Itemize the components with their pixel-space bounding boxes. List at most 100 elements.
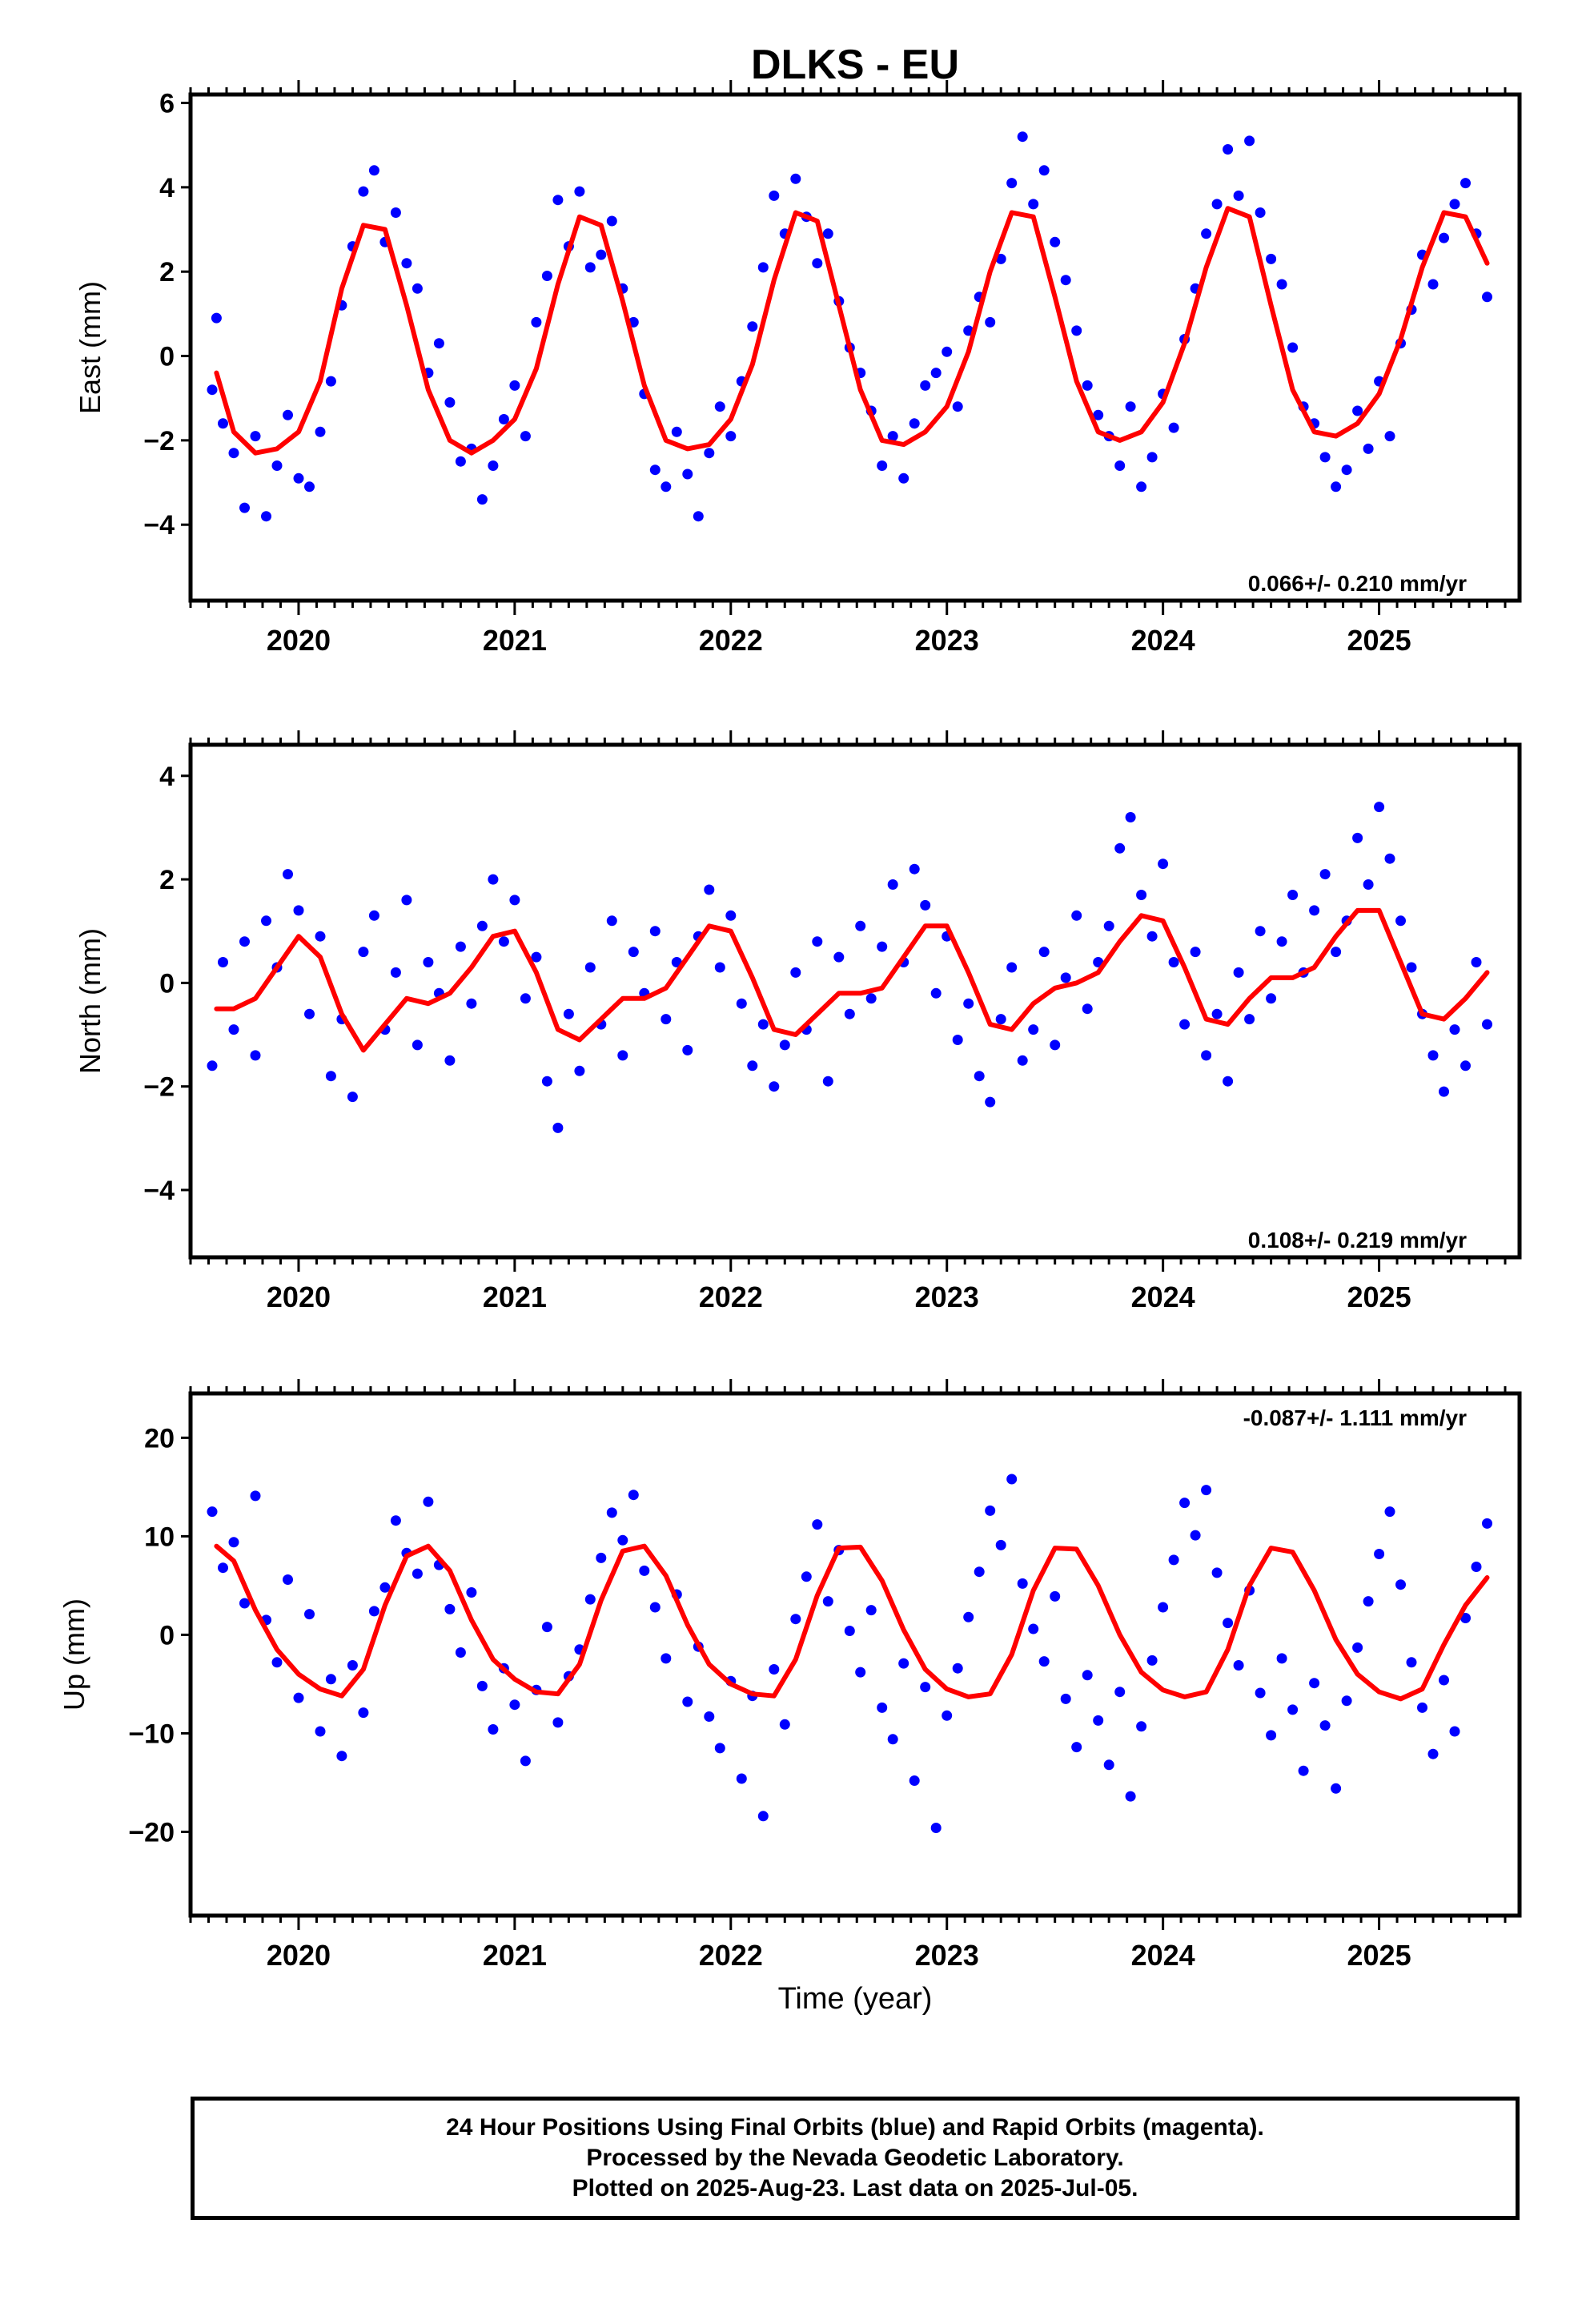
east-data-point [261,511,271,522]
up-data-point [1276,1653,1287,1664]
east-data-point [1233,190,1244,201]
east-data-point [239,502,250,513]
up-data-point [207,1506,218,1518]
up-data-point [1427,1748,1439,1759]
north-data-point [887,879,898,890]
east-data-point [693,511,704,522]
north-data-point [1017,1055,1028,1066]
up-data-point [368,1606,379,1617]
north-x-tick-label: 2025 [1347,1281,1411,1313]
east-data-point [315,426,326,437]
east-data-point [1136,481,1147,493]
north-data-point [250,1050,261,1061]
up-data-point [596,1552,607,1563]
up-data-point [304,1609,315,1620]
up-data-point [757,1811,769,1822]
north-data-point [520,993,531,1004]
up-x-tick-label: 2020 [267,1939,331,1972]
east-data-point [531,316,542,328]
east-plot-frame [188,92,1522,603]
north-data-point [747,1060,758,1072]
north-data-point [412,1039,423,1051]
east-data-point [1439,232,1449,243]
north-marks: −4 −2 0 2 4 2020 2021 2022 2023 2024 2025 [143,730,1507,1313]
up-data-point [930,1823,942,1833]
north-data-point [844,1008,855,1019]
up-data-point [877,1702,888,1713]
east-data-point [368,165,379,176]
up-data-point [801,1571,812,1582]
east-x-tick-label: 2022 [699,624,763,657]
up-data-point [488,1724,499,1735]
east-data-point [769,190,780,201]
up-data-point [1406,1657,1417,1668]
east-x-tick-label: 2024 [1131,624,1195,657]
east-data-point [1038,165,1050,176]
east-data-point [822,228,833,239]
east-data-point [942,346,953,357]
north-data-point [1460,1060,1471,1072]
north-data-point [1406,962,1417,973]
north-data-point [1223,1076,1234,1087]
up-y-axis-label: Up (mm) [58,1598,90,1711]
up-x-tick-label: 2022 [699,1939,763,1972]
up-data-point [455,1647,466,1658]
north-data-point [488,874,499,885]
up-data-point [1017,1578,1028,1589]
up-data-point [1146,1655,1158,1666]
north-data-point [617,1050,628,1061]
up-data-point [1038,1656,1050,1667]
up-data-point [909,1775,920,1786]
east-x-tick-label: 2023 [915,624,979,657]
up-data-point [1168,1554,1179,1566]
up-data-point [347,1660,358,1671]
up-data-point [1093,1715,1104,1726]
east-data-point [1211,199,1223,210]
east-data-point [509,380,520,391]
east-data-point [1201,228,1212,239]
up-data-point [271,1657,283,1668]
east-data-point [1082,380,1093,391]
up-data-point [552,1717,564,1728]
north-data-point [963,998,974,1009]
east-data-point [877,460,888,471]
up-data-point [336,1751,347,1762]
north-data-point [325,1071,336,1082]
east-data-point [1125,401,1136,412]
up-data-point [1071,1742,1082,1753]
north-data-point [1006,962,1018,973]
up-data-point [682,1696,693,1707]
east-data-point [1449,199,1460,210]
up-data-point [584,1594,596,1605]
up-data-point [628,1490,639,1501]
north-data-point [1482,1019,1492,1030]
north-data-point [1146,931,1158,942]
east-data-point [1287,342,1299,353]
north-data-point [704,884,715,895]
up-data-point [358,1707,369,1719]
east-data-point [995,253,1006,264]
east-data-point [898,472,909,484]
north-data-point [1168,957,1179,967]
east-data-point [1244,135,1255,147]
note-line-3: Plotted on 2025-Aug-23. Last data on 202… [572,2175,1138,2201]
east-data-point [1331,481,1342,493]
north-data-point [714,962,725,973]
up-data-point [1341,1695,1352,1707]
east-data-point [455,456,466,467]
up-data-point [1482,1518,1492,1529]
north-data-point [1309,905,1320,916]
up-data-point [704,1711,715,1722]
up-data-point [218,1562,228,1574]
up-data-point [1179,1498,1191,1509]
east-data-point [714,401,725,412]
east-data-point [1071,325,1082,336]
east-data-point [661,481,672,493]
north-data-point [1136,890,1147,900]
north-data-point [952,1035,963,1045]
north-y-axis-label: North (mm) [74,928,106,1074]
north-data-point [574,1065,585,1076]
north-data-point [1374,802,1385,813]
up-data-point [736,1773,747,1784]
